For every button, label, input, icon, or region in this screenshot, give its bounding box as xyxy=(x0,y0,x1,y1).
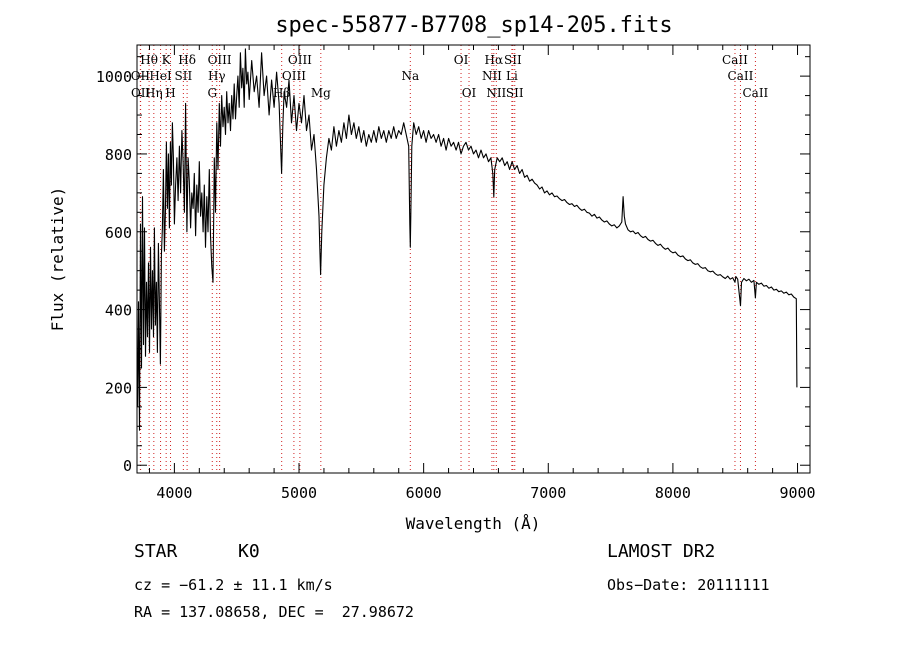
line-label-20: H xyxy=(165,86,175,100)
x-tick-label-4: 8000 xyxy=(655,484,691,502)
y-axis-label: Flux (relative) xyxy=(48,187,67,332)
line-label-13: OIII xyxy=(282,69,306,83)
x-axis-label: Wavelength (Å) xyxy=(406,514,541,533)
line-label-0: Hθ xyxy=(140,53,158,67)
line-label-2: Hδ xyxy=(178,53,196,67)
axes: 4000 5000 6000 7000 8000 9000 0 200 400 600 800 100… xyxy=(96,45,816,502)
y-tick-label-2: 400 xyxy=(105,302,132,320)
line-label-23: Mg xyxy=(311,86,331,100)
line-label-19: Hη xyxy=(145,86,163,100)
y-tick-label-3: 600 xyxy=(105,224,132,242)
x-tick-label-0: 4000 xyxy=(156,484,192,502)
x-tick-label-3: 7000 xyxy=(530,484,566,502)
x-tick-label-5: 9000 xyxy=(779,484,815,502)
observation-date: Obs−Date: 20111111 xyxy=(607,576,770,594)
line-label-27: CaII xyxy=(742,86,768,100)
flux-series xyxy=(137,48,798,431)
x-tick-label-1: 5000 xyxy=(281,484,317,502)
coordinates: RA = 137.08658, DEC = 27.98672 xyxy=(134,603,414,621)
spectral-line-markers: HθKHδOIIIOIIIOIHαSIICaIIOIIHeISIIHγOIIIN… xyxy=(131,45,769,473)
line-label-26: SII xyxy=(506,86,524,100)
line-label-22: Hβ xyxy=(273,86,290,100)
plot-frame xyxy=(136,44,811,474)
line-label-5: OI xyxy=(454,53,469,67)
y-tick-label-4: 800 xyxy=(105,146,132,164)
survey-name: LAMOST DR2 xyxy=(607,541,716,562)
line-label-17: CaII xyxy=(728,69,754,83)
line-label-18: OII xyxy=(131,86,151,100)
line-label-25: NII xyxy=(486,86,506,100)
line-label-4: OIII xyxy=(288,53,312,67)
line-label-11: SII xyxy=(175,69,193,83)
line-label-8: CaII xyxy=(722,53,748,67)
redshift-velocity: cz = −61.2 ± 11.1 km/s xyxy=(134,576,333,594)
flux-line-0 xyxy=(137,48,798,431)
line-label-24: OI xyxy=(462,86,477,100)
y-tick-label-1: 200 xyxy=(105,379,132,397)
line-label-21: G xyxy=(207,86,217,100)
x-tick-label-2: 6000 xyxy=(406,484,442,502)
line-label-15: NII xyxy=(482,69,502,83)
line-label-14: Na xyxy=(401,69,419,83)
line-label-12: Hγ xyxy=(208,69,226,83)
line-label-10: HeI xyxy=(149,69,172,83)
line-label-3: OIII xyxy=(208,53,232,67)
y-tick-label-5: 1000 xyxy=(96,68,132,86)
y-tick-label-0: 0 xyxy=(123,457,132,475)
line-label-1: K xyxy=(162,53,172,67)
line-label-6: Hα xyxy=(485,53,504,67)
object-subclass: K0 xyxy=(238,541,260,562)
line-label-7: SII xyxy=(504,53,522,67)
line-label-16: Li xyxy=(506,69,518,83)
chart-title: spec-55877-B7708_sp14-205.fits xyxy=(275,13,672,38)
object-class: STAR xyxy=(134,541,178,562)
